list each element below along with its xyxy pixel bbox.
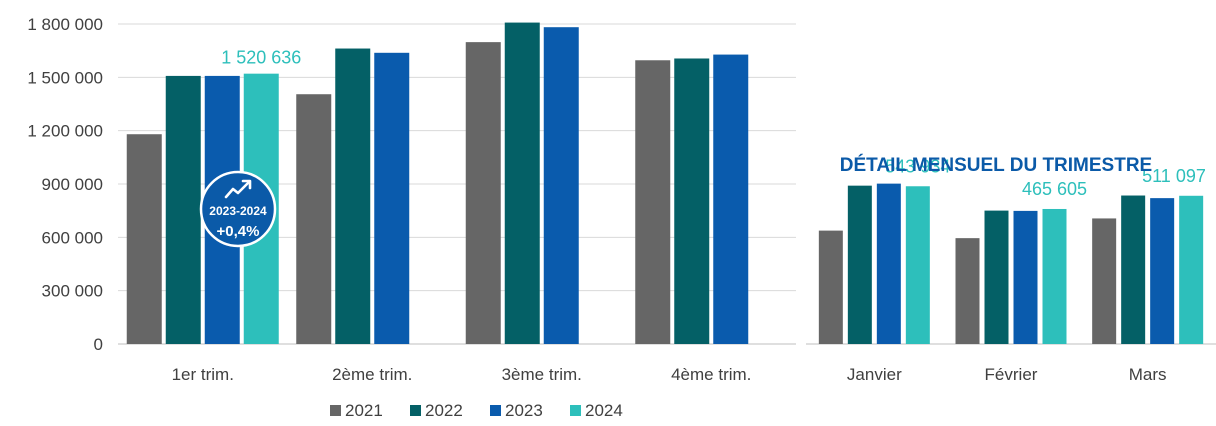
y-tick-label: 600 000 <box>42 228 103 247</box>
y-tick-label: 0 <box>94 335 103 354</box>
bar-2022-4 <box>674 58 710 344</box>
legend-swatch-2022 <box>410 405 421 416</box>
badge-circle <box>199 170 277 248</box>
monthly-bar-2024-3 <box>1179 195 1204 344</box>
monthly-bar-2022-1 <box>847 185 872 344</box>
legend-swatch-2021 <box>330 405 341 416</box>
monthly-chart-title: DÉTAIL MENSUEL DU TRIMESTRE <box>840 154 1152 176</box>
bar-2022-3 <box>504 22 540 344</box>
y-tick-label: 900 000 <box>42 175 103 194</box>
monthly-bar-2023-1 <box>876 183 901 344</box>
y-tick-label: 300 000 <box>42 282 103 301</box>
monthly-x-tick-label: Janvier <box>847 365 902 384</box>
monthly-bar-2021-2 <box>955 238 980 344</box>
change-badge: 2023-2024 +0,4% <box>199 170 277 248</box>
bar-2021-4 <box>635 60 671 345</box>
monthly-bar-2021-3 <box>1092 218 1117 344</box>
bar-2023-2 <box>374 52 410 345</box>
legend: 2021 2022 2023 2024 <box>330 401 623 420</box>
x-tick-label: 2ème trim. <box>332 365 412 384</box>
legend-label: 2022 <box>425 401 463 420</box>
monthly-bar-2023-3 <box>1150 198 1175 344</box>
monthly-bar-2021-1 <box>818 230 843 344</box>
legend-swatch-2024 <box>570 405 581 416</box>
y-tick-label: 1 800 000 <box>27 15 103 34</box>
monthly-data-label: 511 097 <box>1142 166 1206 186</box>
monthly-bar-2022-2 <box>984 210 1009 344</box>
badge-period: 2023-2024 <box>209 204 267 218</box>
monthly-bar-2023-2 <box>1013 210 1038 344</box>
legend-label: 2021 <box>345 401 383 420</box>
bar-2022-2 <box>335 48 371 345</box>
monthly-bar-2022-3 <box>1121 195 1146 344</box>
bar-2021-2 <box>296 94 332 344</box>
monthly-bar-2024-1 <box>905 186 930 344</box>
badge-change: +0,4% <box>217 223 260 240</box>
bar-2022-1 <box>165 75 201 345</box>
monthly-x-tick-label: Février <box>985 365 1038 384</box>
x-tick-label: 1er trim. <box>172 365 234 384</box>
y-tick-label: 1 200 000 <box>27 122 103 141</box>
monthly-data-label: 543 934 <box>885 156 950 176</box>
legend-label: 2023 <box>505 401 543 420</box>
legend-swatch-2023 <box>490 405 501 416</box>
monthly-bar-2024-2 <box>1042 208 1067 344</box>
y-tick-label: 1 500 000 <box>27 68 103 87</box>
labels: 0 300 000 600 000 900 000 1 200 000 1 500 000… <box>27 15 1206 384</box>
monthly-data-label: 465 605 <box>1022 179 1087 199</box>
bar-2023-3 <box>543 27 579 344</box>
bar-2021-3 <box>465 42 501 345</box>
data-label: 1 520 636 <box>221 48 301 68</box>
bar-2023-4 <box>713 54 749 344</box>
monthly-x-tick-label: Mars <box>1129 365 1167 384</box>
x-tick-label: 4ème trim. <box>671 365 751 384</box>
legend-label: 2024 <box>585 401 623 420</box>
bars <box>126 22 1204 345</box>
trend-up-icon <box>224 179 252 199</box>
x-tick-label: 3ème trim. <box>502 365 582 384</box>
bar-2021-1 <box>126 134 162 344</box>
